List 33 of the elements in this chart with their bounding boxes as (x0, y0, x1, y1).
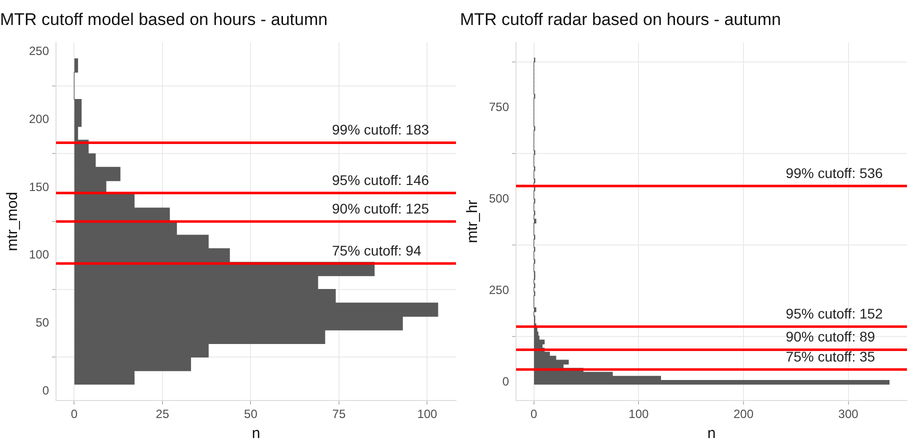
x-tick-label: 75 (332, 407, 346, 422)
x-tick-label: 0 (70, 407, 78, 422)
y-axis-title: mtr_mod (4, 192, 22, 252)
y-tick-label: 0 (502, 374, 510, 389)
ref-line-label: 95% cutoff: 146 (332, 172, 430, 188)
ref-line-label: 99% cutoff: 536 (786, 164, 884, 181)
ref-line-label: 75% cutoff: 35 (786, 348, 876, 364)
y-tick-label: 150 (28, 180, 50, 194)
x-tick-label: 50 (244, 407, 258, 422)
y-tick-label: 0 (42, 383, 50, 398)
chart-title: MTR cutoff model based on hours - autumn (0, 10, 328, 29)
ref-line-label: 99% cutoff: 183 (332, 122, 430, 138)
chart-title: MTR cutoff radar based on hours - autumn (460, 10, 781, 29)
ref-line-label: 90% cutoff: 89 (786, 328, 876, 345)
x-tick-label: 200 (733, 407, 754, 422)
y-tick-label: 750 (488, 100, 510, 114)
x-tick-label: 25 (156, 407, 170, 422)
x-tick-label: 100 (628, 407, 649, 422)
y-axis-title: mtr_hr (464, 200, 482, 244)
x-tick-label: 0 (530, 407, 538, 422)
ref-line-label: 90% cutoff: 125 (332, 200, 430, 216)
y-tick-label: 100 (28, 248, 50, 262)
y-tick-label: 250 (28, 44, 50, 58)
y-tick-label: 50 (36, 316, 50, 330)
x-tick-label: 100 (417, 407, 438, 422)
y-tick-label: 200 (28, 112, 50, 126)
x-axis-title: n (252, 425, 260, 442)
x-tick-label: 300 (838, 407, 859, 422)
x-axis-title: n (707, 425, 716, 442)
ref-line-label: 75% cutoff: 94 (332, 242, 422, 258)
y-tick-label: 250 (488, 283, 510, 298)
ref-line-label: 95% cutoff: 152 (786, 305, 884, 322)
y-tick-label: 500 (488, 191, 510, 206)
